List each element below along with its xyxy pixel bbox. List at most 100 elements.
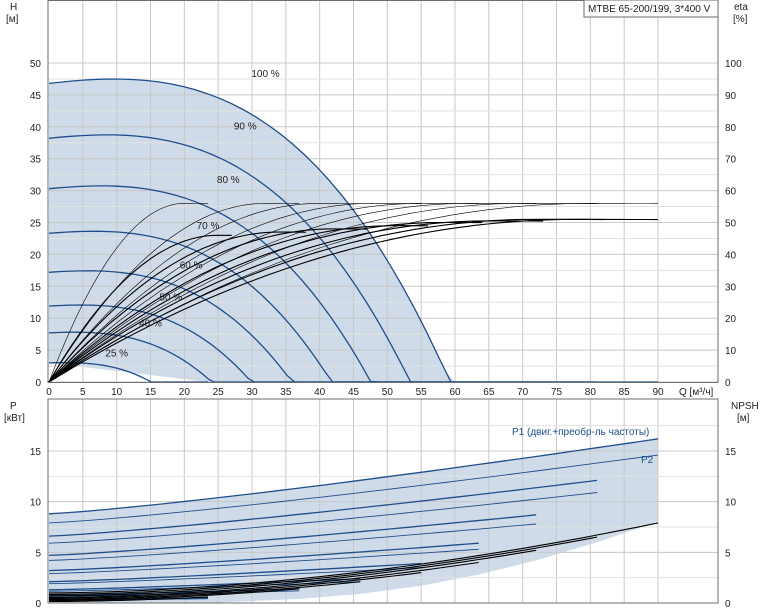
x-tick-label: 75 [551,387,563,398]
eta-tick-label: 0 [725,378,731,389]
p2-power-curve [48,492,598,544]
model-label-box: MTBE 65-200/199, 3*400 V [583,0,719,18]
eta-axis-label: eta [734,2,748,13]
eta-tick-label: 100 [725,59,742,70]
npsh-axis-label-unit: [м] [737,413,750,424]
eta-tick-label: 80 [725,123,737,134]
efficiency-curve [48,218,604,383]
head-tick-label: 10 [30,314,42,325]
npsh-tick-label: 15 [725,447,737,458]
head-axis-label-unit: [м] [6,14,19,25]
x-tick-label: 45 [348,387,360,398]
speed-curve-label: 100 % [251,69,279,80]
x-tick-label: 70 [517,387,529,398]
power-panel-border [47,398,719,604]
x-tick-label: 40 [314,387,326,398]
power-tick-label: 0 [35,599,41,610]
x-tick-label: 65 [483,387,495,398]
efficiency-curve [48,221,483,383]
eta-tick-label: 10 [725,346,737,357]
power-tick-label: 15 [30,447,42,458]
npsh-curve [48,522,659,594]
eta-tick-label: 50 [725,219,737,230]
x-tick-label: 30 [246,387,258,398]
eta-tick-label: 40 [725,250,737,261]
eta-axis-label-unit: [%] [733,14,748,25]
speed-curve-label: 90 % [234,122,257,133]
p1-power-curve [48,542,479,572]
x-tick-label: 0 [46,387,52,398]
power-axis-label-unit: [кВт] [4,413,25,424]
x-tick-label: 55 [416,387,428,398]
efficiency-curve [48,220,544,383]
p2-curve-label: P2 [641,455,654,466]
eta-tick-label: 70 [725,155,737,166]
power-tick-label: 5 [35,548,41,559]
speed-curve-label: 25 % [105,349,128,360]
x-tick-label: 90 [652,387,664,398]
axis-labels: H [м] eta [%] Q [м³/ч] P [кВт] NPSH [м] … [4,2,759,610]
npsh-curve [48,536,598,595]
x-tick-label: 50 [382,387,394,398]
head-tick-label: 15 [30,282,42,293]
x-tick-label: 35 [280,387,292,398]
efficiency-curve [48,203,537,383]
x-tick-label: 25 [213,387,225,398]
p2-power-curve [48,454,659,524]
head-tick-label: 20 [30,250,42,261]
eta-tick-label: 30 [725,282,737,293]
eta-tick-label: 20 [725,314,737,325]
npsh-curve [49,561,479,598]
head-tick-label: 5 [35,346,41,357]
x-tick-label: 20 [179,387,191,398]
head-panel-border [47,0,719,383]
head-panel-grid [48,0,718,383]
model-label: MTBE 65-200/199, 3*400 V [588,4,711,15]
speed-curve-label: 70 % [197,221,220,232]
x-tick-label: 60 [449,387,461,398]
flow-axis-label: Q [м³/ч] [679,387,714,398]
head-tick-label: 50 [30,59,42,70]
x-tick-label: 5 [80,387,86,398]
efficiency-curve [48,234,232,383]
head-tick-label: 0 [35,378,41,389]
efficiency-curve [48,203,361,383]
efficiency-curve [48,203,300,383]
p1-curve-label: P1 (двиг.+преобр-ль частоты) [512,426,649,438]
efficiency-curve [48,203,422,383]
efficiency-curve [48,203,479,383]
npsh-curve [48,581,361,601]
head-panel-frame [47,0,719,383]
power-tick-label: 10 [30,498,42,509]
npsh-curve [49,596,209,603]
head-axis-label-h: H [10,2,17,13]
efficiency-curve [48,228,368,383]
npsh-curve [48,549,537,597]
npsh-tick-label: 0 [725,599,731,610]
p1-power-curve [48,562,422,583]
p2-power-curve [48,567,422,585]
npsh-curve [49,588,300,602]
npsh-tick-label: 5 [725,548,731,559]
p2-power-curve [48,548,479,575]
head-tick-label: 30 [30,187,42,198]
power-panel-curves [48,438,659,603]
efficiency-curve [48,231,307,383]
efficiency-curve [48,225,428,383]
x-tick-label: 85 [619,387,631,398]
efficiency-curve [48,218,659,383]
npsh-curve [49,572,422,599]
power-axis-label-p: P [10,401,17,412]
head-tick-label: 25 [30,219,42,230]
p1-power-curve [48,479,598,537]
power-panel-frame [47,398,719,604]
speed-curve-label: 40 % [139,319,162,330]
head-tick-label: 35 [30,155,42,166]
x-tick-label: 15 [145,387,157,398]
p1-power-curve [48,438,659,515]
eta-tick-label: 60 [725,187,737,198]
speed-curve-label: 60 % [180,261,203,272]
npsh-axis-label: NPSH [731,401,759,412]
